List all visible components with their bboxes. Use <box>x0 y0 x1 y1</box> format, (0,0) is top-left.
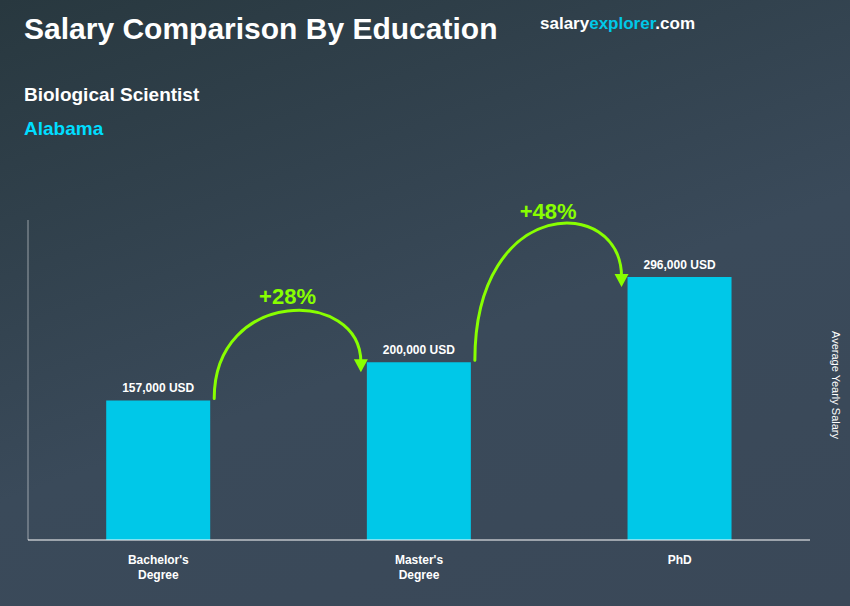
html-text:Alabama: Alabama <box>24 118 104 139</box>
svg-text:+48%: +48% <box>520 199 577 224</box>
svg-text:296,000 USD: 296,000 USD <box>644 258 716 272</box>
svg-text:+28%: +28% <box>259 284 316 309</box>
html-text:Biological Scientist: Biological Scientist <box>24 84 200 105</box>
html-text:Average Yearly Salary: Average Yearly Salary <box>830 331 842 439</box>
html-text:Salary Comparison By Education: Salary Comparison By Education <box>24 12 498 45</box>
svg-text:157,000 USD: 157,000 USD <box>122 381 194 395</box>
svg-text:PhD: PhD <box>668 553 692 567</box>
svg-text:200,000 USD: 200,000 USD <box>383 343 455 357</box>
svg-text:Bachelor'sDegree: Bachelor'sDegree <box>128 553 189 582</box>
svg-text:Master'sDegree: Master'sDegree <box>395 553 444 582</box>
html-text:salary explorer.com: salary explorer.com <box>540 14 695 33</box>
